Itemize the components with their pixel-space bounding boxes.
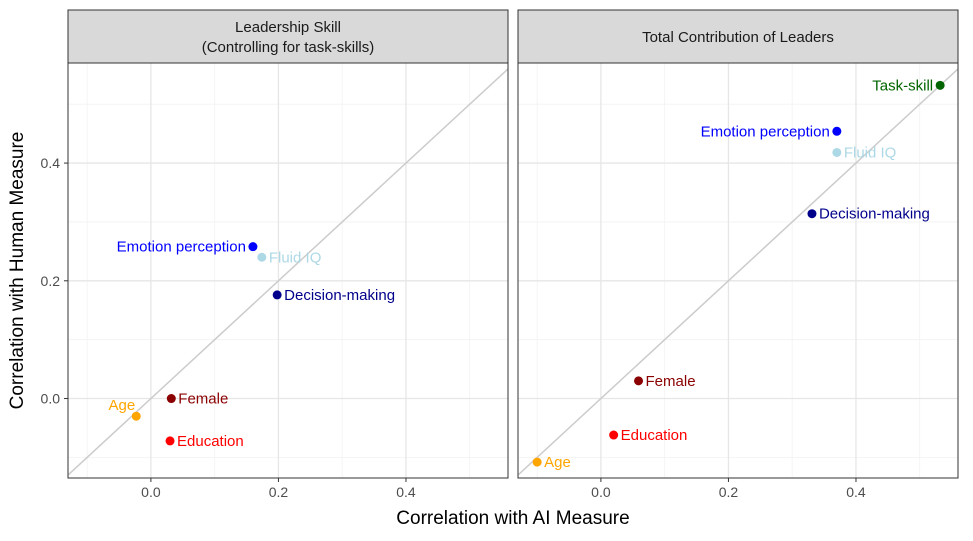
point-decision-making xyxy=(807,209,817,219)
panel-1-subtitle: (Controlling for task-skills) xyxy=(202,39,375,56)
x-tick-label: 0.2 xyxy=(269,484,289,500)
y-tick-label: 0.2 xyxy=(41,273,61,289)
y-tick-label: 0.0 xyxy=(41,391,61,407)
point-label-female: Female xyxy=(178,391,228,408)
point-label-age: Age xyxy=(109,397,136,414)
point-fluid-iq xyxy=(257,252,267,262)
point-age xyxy=(131,411,141,421)
x-tick-label: 0.4 xyxy=(846,484,866,500)
point-label-emotion-perception: Emotion perception xyxy=(117,239,246,256)
point-label-decision-making: Decision-making xyxy=(284,287,395,304)
reference-line-y-equals-x xyxy=(67,68,509,476)
point-emotion-perception xyxy=(832,126,842,136)
point-task-skill xyxy=(935,80,945,90)
point-female xyxy=(634,376,644,386)
point-education xyxy=(609,430,619,440)
panel-2-title: Total Contribution of Leaders xyxy=(642,29,834,46)
x-tick-label: 0.0 xyxy=(141,484,161,500)
point-age xyxy=(532,457,542,467)
x-tick-label: 0.0 xyxy=(591,484,611,500)
y-axis-title: Correlation with Human Measure xyxy=(7,132,28,410)
point-label-age: Age xyxy=(544,454,571,471)
panel-1-strip xyxy=(67,9,509,64)
x-tick-label: 0.2 xyxy=(719,484,739,500)
point-label-fluid-iq: Fluid IQ xyxy=(844,144,897,161)
point-decision-making xyxy=(272,290,282,300)
point-label-education: Education xyxy=(177,433,244,450)
reference-line-y-equals-x xyxy=(517,68,959,476)
point-label-female: Female xyxy=(646,373,696,390)
panel-2-frame xyxy=(517,62,959,479)
x-axis-title: Correlation with AI Measure xyxy=(396,508,629,529)
panel-2-strip xyxy=(517,9,959,64)
point-emotion-perception xyxy=(248,242,258,252)
point-label-emotion-perception: Emotion perception xyxy=(701,123,830,140)
panel-1-frame xyxy=(67,62,509,479)
x-tick-label: 0.4 xyxy=(396,484,416,500)
point-education xyxy=(165,436,175,446)
point-label-decision-making: Decision-making xyxy=(819,206,930,223)
y-tick-label: 0.4 xyxy=(41,155,61,171)
point-female xyxy=(166,394,176,404)
point-fluid-iq xyxy=(832,147,842,157)
panel-1-title: Leadership Skill xyxy=(235,19,341,36)
point-label-task-skill: Task-skill xyxy=(872,77,933,94)
point-label-education: Education xyxy=(621,427,688,444)
point-label-fluid-iq: Fluid IQ xyxy=(269,249,322,266)
